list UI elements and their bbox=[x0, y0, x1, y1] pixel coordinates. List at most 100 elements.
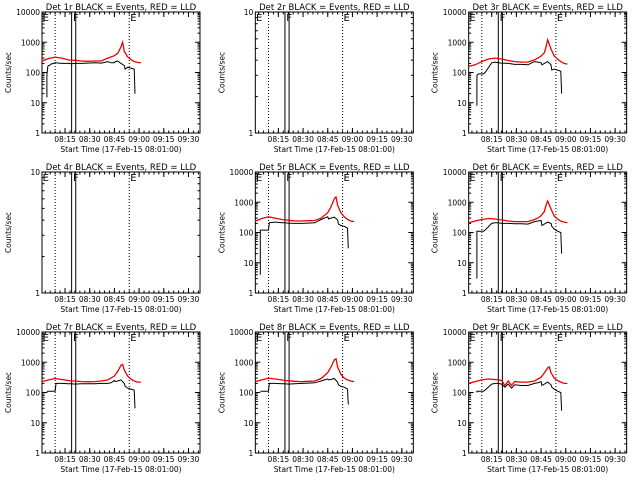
y-axis-label: Counts/sec bbox=[4, 52, 13, 93]
y-tick-label: 10 bbox=[30, 168, 40, 177]
panel-det-8: Det 8r BLACK = Events, RED = LLD 1 10 100 10… bbox=[217, 323, 414, 474]
y-tick-label: 10000 bbox=[443, 8, 467, 17]
x-tick-label: 08:15 bbox=[268, 295, 290, 304]
x-tick-label: 09:00 bbox=[342, 135, 364, 144]
y-tick-label: 10000 bbox=[16, 328, 40, 337]
events-series-line bbox=[260, 377, 349, 405]
event-marker-label: F bbox=[286, 333, 292, 344]
x-axis-label: Start Time (17-Feb-15 08:01:00) bbox=[60, 305, 181, 314]
x-tick-label: 08:15 bbox=[54, 455, 76, 464]
x-tick-label: 09:30 bbox=[604, 295, 626, 304]
x-axis-label: Start Time (17-Feb-15 08:01:00) bbox=[274, 145, 395, 154]
lld-series-line bbox=[468, 365, 568, 387]
y-tick-label: 1 bbox=[462, 129, 467, 138]
x-axis-label: Start Time (17-Feb-15 08:01:00) bbox=[274, 465, 395, 474]
x-tick-label: 08:30 bbox=[79, 295, 101, 304]
y-tick-label: 1000 bbox=[234, 358, 253, 367]
x-tick-label: 09:00 bbox=[128, 295, 150, 304]
events-series-line bbox=[46, 60, 136, 98]
event-marker-label: E bbox=[557, 13, 563, 24]
x-tick-label: 09:00 bbox=[342, 455, 364, 464]
y-tick-label: 1 bbox=[35, 289, 40, 298]
x-tick-label: 08:45 bbox=[530, 455, 552, 464]
x-tick-label: 08:30 bbox=[506, 295, 528, 304]
y-tick-label: 10000 bbox=[443, 328, 467, 337]
event-marker-label: F bbox=[286, 173, 292, 184]
y-axis-label: Counts/sec bbox=[217, 372, 226, 413]
event-marker-label: E bbox=[469, 333, 475, 344]
x-tick-label: 08:15 bbox=[481, 295, 503, 304]
y-tick-label: 1 bbox=[462, 449, 467, 458]
y-tick-label: 100 bbox=[26, 69, 41, 78]
x-axis-label: Start Time (17-Feb-15 08:01:00) bbox=[60, 145, 181, 154]
y-axis-label: Counts/sec bbox=[431, 52, 440, 93]
events-series-line bbox=[476, 219, 563, 279]
x-tick-label: 08:45 bbox=[317, 455, 339, 464]
event-marker-label: E bbox=[130, 13, 136, 24]
y-tick-label: 100 bbox=[452, 389, 467, 398]
panel-det-1: Det 1r BLACK = Events, RED = LLD 1 10 100 10… bbox=[4, 3, 201, 154]
events-series-line bbox=[476, 60, 563, 106]
y-tick-label: 10000 bbox=[443, 168, 467, 177]
y-tick-label: 1 bbox=[249, 289, 254, 298]
x-tick-label: 08:45 bbox=[104, 135, 126, 144]
x-tick-label: 09:15 bbox=[580, 135, 602, 144]
y-tick-label: 1000 bbox=[21, 358, 40, 367]
x-tick-label: 09:15 bbox=[153, 295, 175, 304]
x-tick-label: 09:15 bbox=[153, 135, 175, 144]
plot-frame bbox=[254, 11, 414, 134]
x-tick-label: 09:15 bbox=[366, 135, 388, 144]
panel-det-5: Det 5r BLACK = Events, RED = LLD 1 10 100 10… bbox=[217, 163, 414, 314]
y-axis-label: Counts/sec bbox=[4, 372, 13, 413]
y-tick-label: 1 bbox=[35, 129, 40, 138]
y-tick-label: 10000 bbox=[229, 328, 253, 337]
panel-title: Det 4r BLACK = Events, RED = LLD bbox=[46, 163, 197, 173]
x-tick-label: 09:15 bbox=[580, 455, 602, 464]
lld-series-line bbox=[255, 357, 355, 383]
x-tick-label: 08:45 bbox=[104, 455, 126, 464]
event-marker-label: E bbox=[43, 173, 49, 184]
events-series-line bbox=[259, 216, 349, 275]
x-axis-label: Start Time (17-Feb-15 08:01:00) bbox=[487, 145, 608, 154]
x-axis-label: Start Time (17-Feb-15 08:01:00) bbox=[487, 465, 608, 474]
x-tick-label: 09:00 bbox=[555, 295, 577, 304]
y-tick-label: 10 bbox=[244, 419, 254, 428]
event-marker-label: F bbox=[73, 333, 79, 344]
y-tick-label: 100 bbox=[26, 389, 41, 398]
plot-frame bbox=[468, 331, 628, 454]
x-tick-label: 08:30 bbox=[79, 135, 101, 144]
event-marker-label: E bbox=[256, 333, 262, 344]
y-axis-label: Counts/sec bbox=[431, 372, 440, 413]
y-tick-label: 100 bbox=[239, 229, 254, 238]
x-axis-label: Start Time (17-Feb-15 08:01:00) bbox=[60, 465, 181, 474]
event-marker-label: E bbox=[344, 13, 350, 24]
y-axis-label: Counts/sec bbox=[4, 212, 13, 253]
panel-title: Det 9r BLACK = Events, RED = LLD bbox=[472, 323, 623, 333]
y-tick-label: 10000 bbox=[16, 8, 40, 17]
event-marker-label: E bbox=[43, 13, 49, 24]
y-axis-label: Counts/sec bbox=[217, 52, 226, 93]
x-tick-label: 09:15 bbox=[366, 455, 388, 464]
x-tick-label: 08:45 bbox=[317, 295, 339, 304]
panel-det-4: Det 4r BLACK = Events, RED = LLD 1 10 Count… bbox=[4, 163, 201, 314]
x-tick-label: 09:00 bbox=[555, 455, 577, 464]
x-tick-label: 08:30 bbox=[506, 455, 528, 464]
event-marker-label: E bbox=[557, 333, 563, 344]
event-marker-label: F bbox=[286, 13, 292, 24]
y-tick-label: 100 bbox=[452, 69, 467, 78]
x-tick-label: 08:45 bbox=[104, 295, 126, 304]
panel-det-2: Det 2r BLACK = Events, RED = LLD 1 10 Count… bbox=[217, 3, 414, 154]
event-marker-label: E bbox=[344, 173, 350, 184]
x-tick-label: 08:15 bbox=[54, 295, 76, 304]
x-tick-label: 08:15 bbox=[268, 135, 290, 144]
event-marker-label: E bbox=[469, 173, 475, 184]
x-tick-label: 08:15 bbox=[481, 135, 503, 144]
panel-det-9: Det 9r BLACK = Events, RED = LLD 1 10 100 10… bbox=[431, 323, 628, 474]
y-axis-label: Counts/sec bbox=[217, 212, 226, 253]
panel-det-6: Det 6r BLACK = Events, RED = LLD 1 10 100 10… bbox=[431, 163, 628, 314]
lld-series-line bbox=[255, 195, 355, 223]
x-tick-label: 09:15 bbox=[366, 295, 388, 304]
y-tick-label: 10 bbox=[30, 99, 40, 108]
y-tick-label: 10 bbox=[30, 419, 40, 428]
